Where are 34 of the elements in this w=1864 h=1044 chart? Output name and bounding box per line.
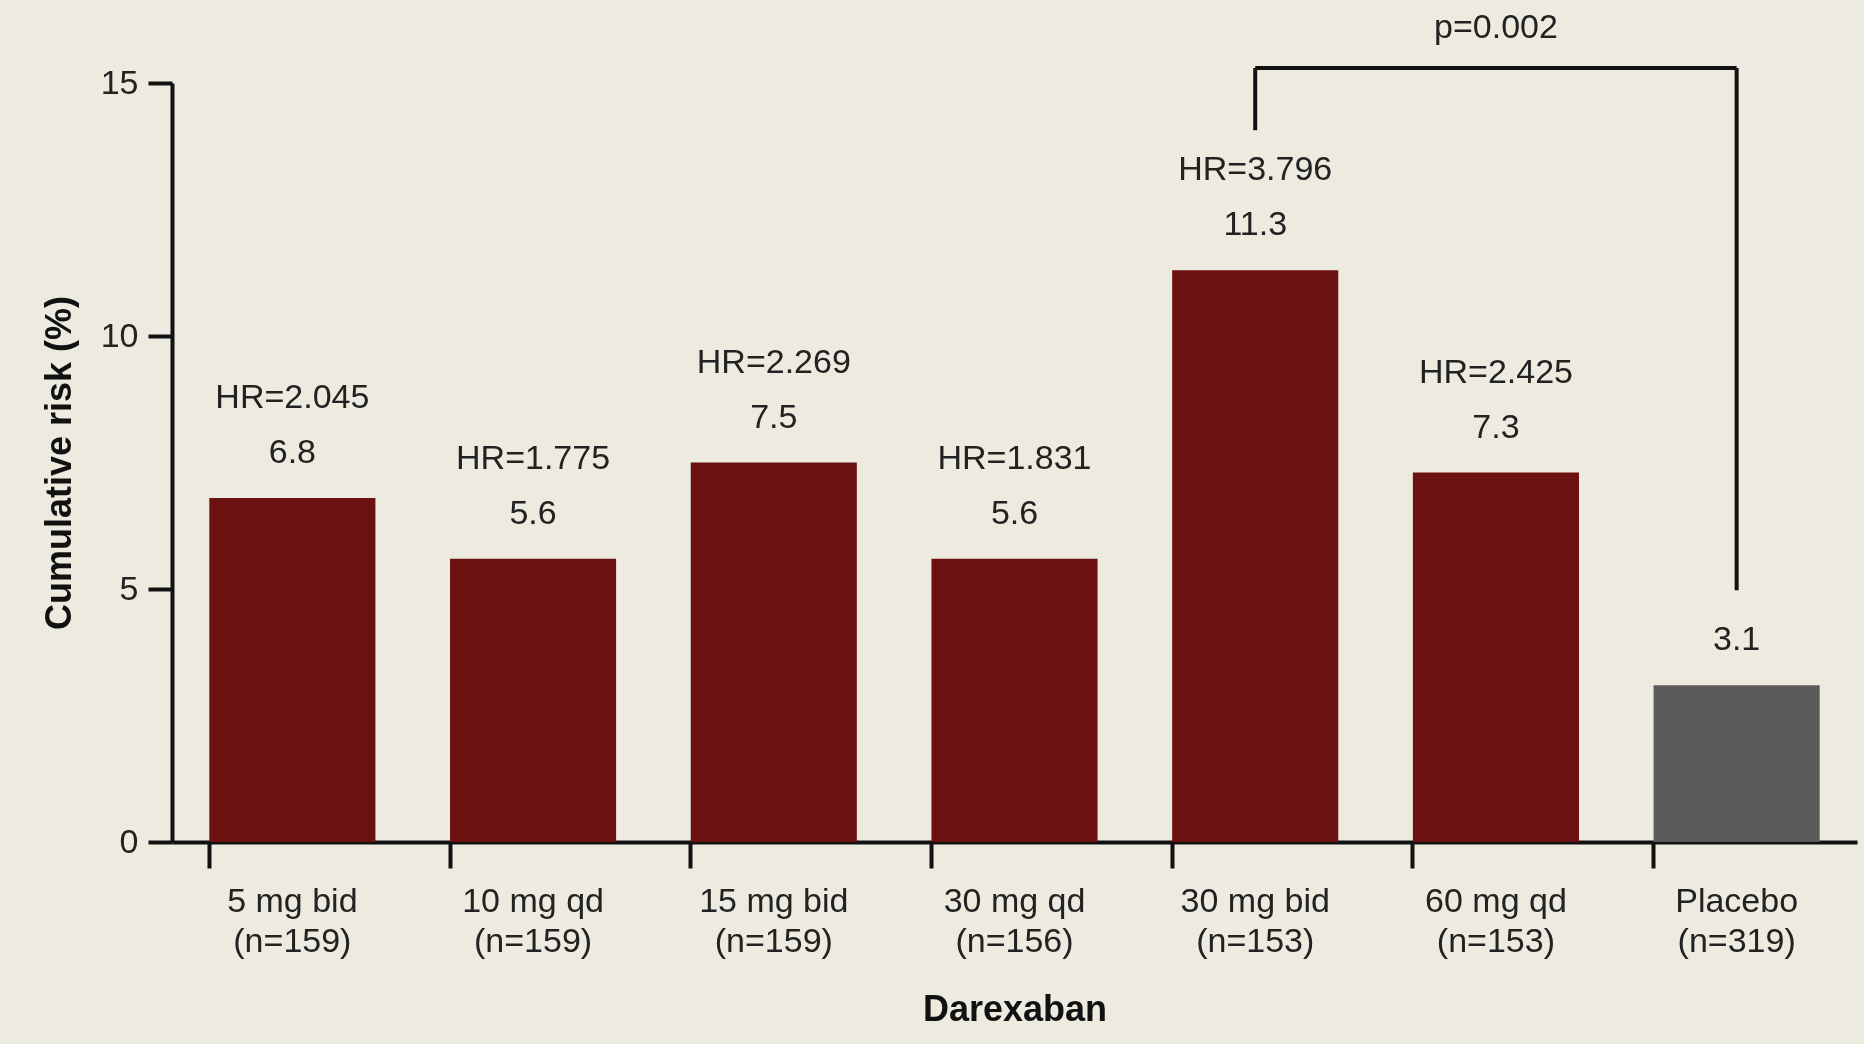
y-axis-title: Cumulative risk (%): [37, 295, 79, 631]
x-tick-label: 60 mg qd (n=153): [1425, 880, 1567, 959]
x-tick-label: 5 mg bid (n=159): [227, 880, 358, 959]
x-tick-label: 30 mg bid (n=153): [1180, 880, 1330, 959]
data-label: 7.3: [1472, 406, 1520, 445]
text: p=0.002: [1434, 7, 1558, 45]
data-label: 6.8: [268, 431, 316, 470]
data-label: 5.6: [990, 492, 1039, 531]
x-tick-label: 30 mg qd (n=156): [943, 880, 1086, 959]
data-label: 3.1: [1713, 619, 1761, 658]
bar: [450, 558, 617, 842]
bar: [1653, 685, 1820, 842]
bar: [690, 462, 857, 842]
annotation: HR=3.796: [1178, 149, 1333, 188]
annotation: HR=2.425: [1418, 351, 1573, 390]
x-axis-title: Darexaban: [922, 987, 1108, 1029]
data-label: 11.3: [1223, 204, 1288, 243]
bar: [209, 497, 376, 842]
y-tick-label: 0: [119, 821, 139, 860]
data-label: 7.5: [750, 396, 798, 435]
bar: [1172, 270, 1339, 842]
bar: [931, 558, 1098, 842]
x-tick-label: Placebo (n=319): [1675, 880, 1799, 959]
annotation: HR=2.045: [215, 376, 370, 415]
y-tick-label: 15: [100, 62, 139, 101]
annotation: HR=1.775: [456, 437, 611, 476]
x-tick-label: 15 mg bid (n=159): [699, 880, 849, 959]
y-tick-label: 5: [119, 568, 139, 607]
bar: [1412, 472, 1579, 842]
y-tick-label: 10: [100, 315, 139, 354]
data-label: 5.6: [509, 492, 557, 531]
annotation: HR=2.269: [696, 341, 851, 380]
annotation: HR=1.831: [937, 437, 1092, 476]
x-tick-label: 10 mg qd (n=159): [462, 880, 604, 959]
